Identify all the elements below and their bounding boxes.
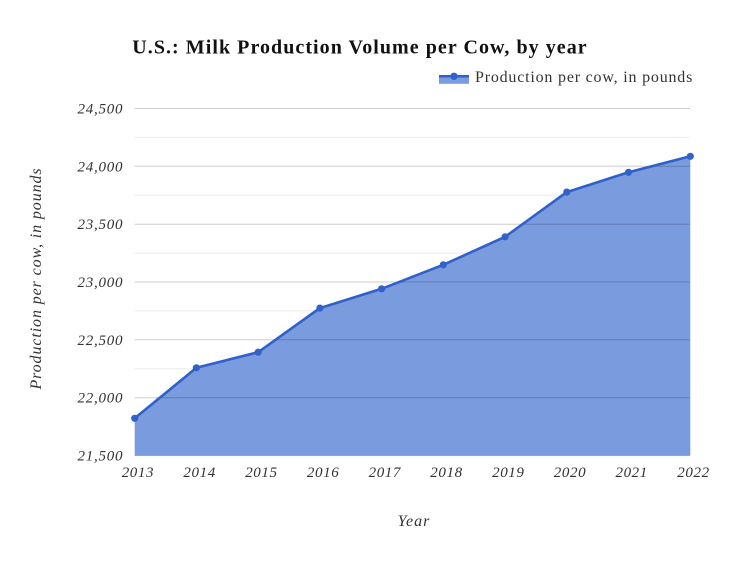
svg-text:Production per cow, in pounds: Production per cow, in pounds [28, 167, 45, 390]
svg-text:2017: 2017 [369, 465, 402, 481]
svg-text:Year: Year [398, 513, 431, 530]
svg-text:22,500: 22,500 [78, 333, 124, 349]
svg-text:23,000: 23,000 [78, 275, 124, 291]
svg-text:2021: 2021 [615, 465, 647, 481]
svg-text:2013: 2013 [122, 465, 154, 481]
svg-text:22,000: 22,000 [78, 391, 124, 407]
svg-text:U.S.: Milk Production Volume p: U.S.: Milk Production Volume per Cow, by… [132, 37, 587, 59]
svg-text:24,000: 24,000 [78, 159, 124, 175]
svg-text:2015: 2015 [245, 465, 277, 481]
svg-text:2016: 2016 [307, 465, 339, 481]
svg-text:2014: 2014 [183, 465, 215, 481]
svg-text:2019: 2019 [492, 465, 524, 481]
svg-text:Production per cow, in pounds: Production per cow, in pounds [475, 69, 693, 86]
svg-text:2018: 2018 [430, 465, 462, 481]
svg-text:2020: 2020 [554, 465, 586, 481]
svg-text:24,500: 24,500 [78, 102, 124, 118]
svg-text:21,500: 21,500 [78, 449, 124, 465]
svg-text:23,500: 23,500 [78, 217, 124, 233]
svg-text:2022: 2022 [677, 465, 709, 481]
